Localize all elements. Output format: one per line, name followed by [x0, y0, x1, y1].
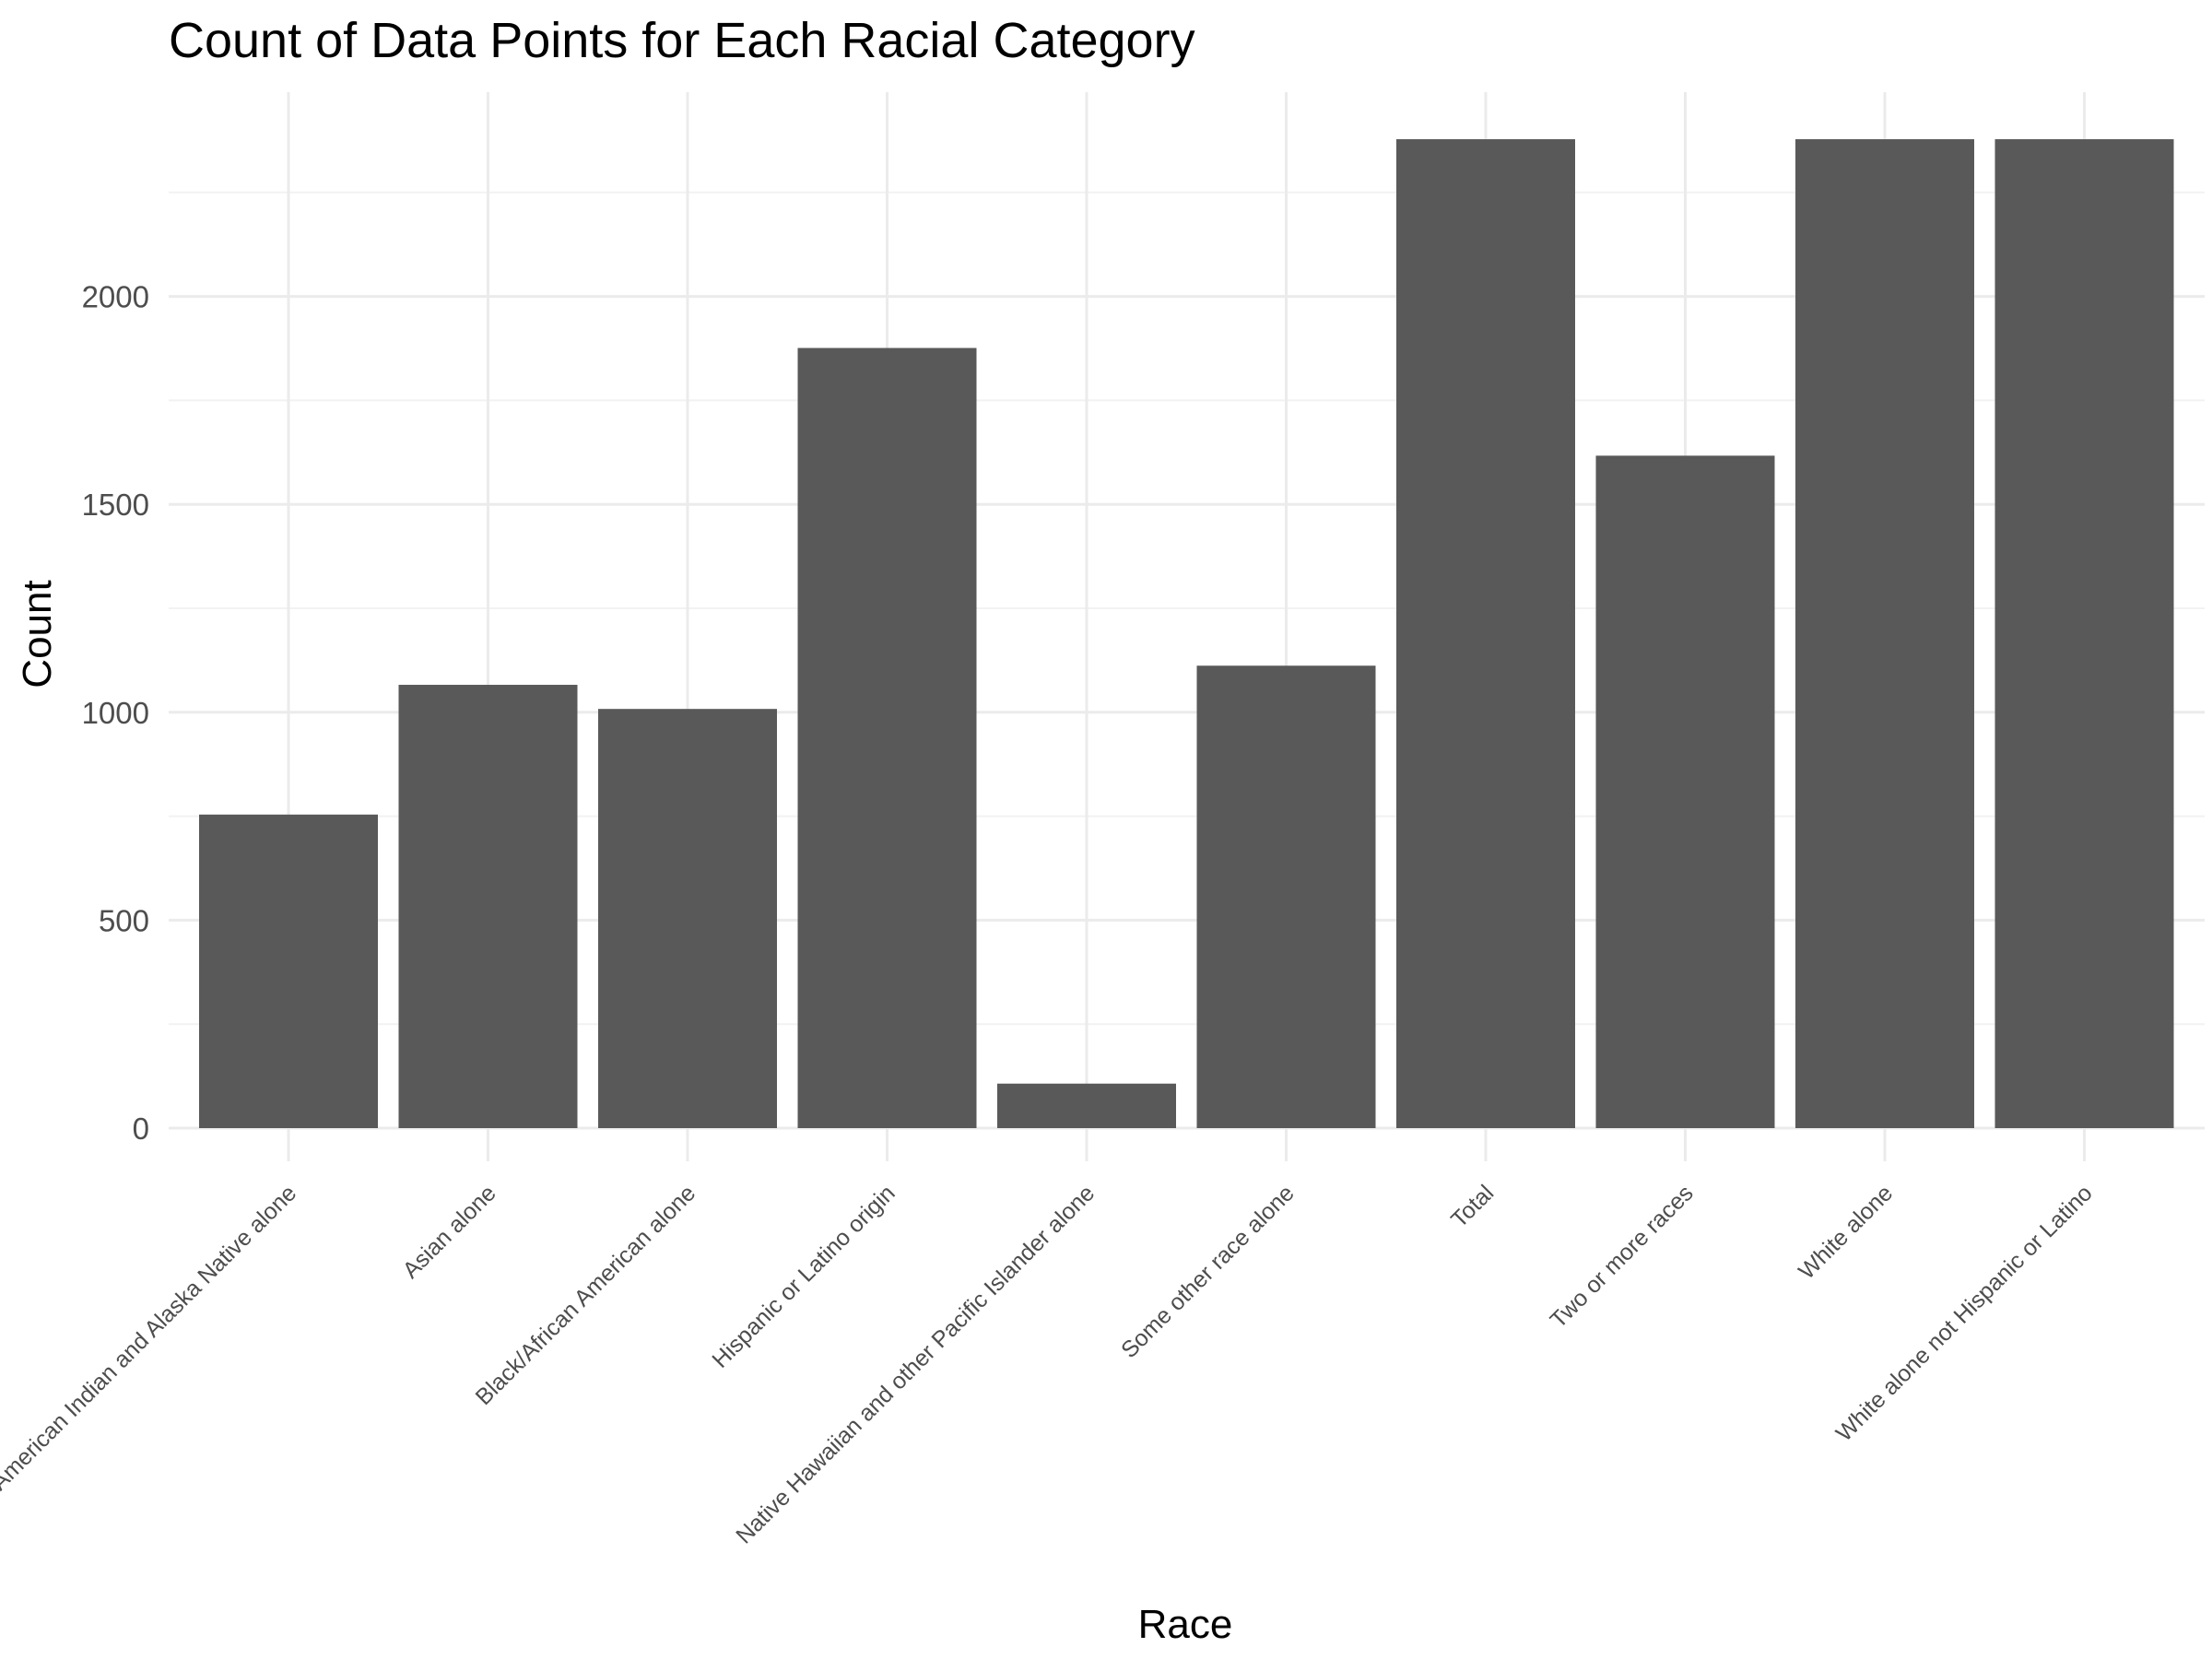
- x-tick-label: American Indian and Alaska Native alone: [0, 1180, 301, 1495]
- x-tick-label: Total: [1446, 1180, 1499, 1232]
- x-tick-label: Black/African American alone: [471, 1180, 701, 1410]
- y-tick-label: 1500: [82, 488, 149, 522]
- x-tick-label: White alone: [1794, 1180, 1898, 1284]
- y-tick-label: 2000: [82, 280, 149, 314]
- y-tick-label: 1000: [82, 696, 149, 730]
- bar: [997, 1083, 1176, 1128]
- bar: [1396, 139, 1575, 1129]
- bar: [199, 814, 378, 1128]
- y-axis-title: Count: [15, 580, 60, 688]
- x-tick-label: Native Hawaiian and other Pacific Island…: [731, 1180, 1100, 1548]
- x-tick-label: Two or more races: [1546, 1180, 1699, 1333]
- bars: [199, 139, 2174, 1129]
- y-tick-label: 500: [99, 903, 149, 937]
- bar: [797, 347, 977, 1128]
- y-axis-ticks: 0 500 1000 1500 2000: [82, 280, 149, 1146]
- bar: [1595, 455, 1775, 1128]
- bar: [1196, 665, 1376, 1128]
- bar: [398, 685, 578, 1128]
- x-axis-ticks: American Indian and Alaska Native alone A…: [0, 1180, 2098, 1548]
- bar: [1994, 139, 2174, 1129]
- bar: [1795, 139, 1974, 1129]
- bar: [598, 709, 777, 1128]
- x-axis-title: Race: [1138, 1602, 1233, 1647]
- y-tick-label: 0: [133, 1112, 149, 1146]
- x-tick-label: Some other race alone: [1116, 1180, 1300, 1363]
- chart-title: Count of Data Points for Each Racial Cat…: [169, 13, 1195, 68]
- x-tick-label: Asian alone: [398, 1180, 501, 1283]
- x-tick-label: Hispanic or Latino origin: [707, 1180, 900, 1372]
